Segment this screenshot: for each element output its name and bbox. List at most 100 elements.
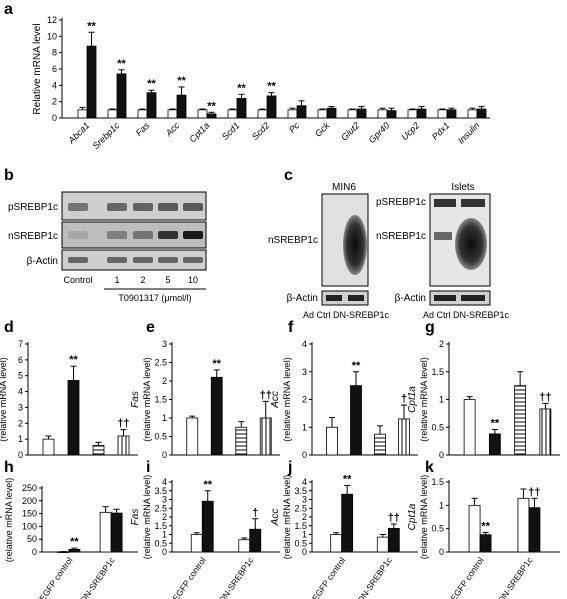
blot-c-islets-pband-1 <box>434 199 456 207</box>
chart-a-y-label: Relative mRNA level <box>32 23 43 114</box>
chart-a-bar-Pdx1-2 <box>446 109 457 119</box>
chart-k-y-tick-label: 1.5 <box>431 477 444 487</box>
chart-d-bar-3 <box>92 445 105 456</box>
chart-f-y-tick-label: 0 <box>302 450 307 460</box>
chart-e: 0 0.5 1 1.5 2 2.5 3 Fas (relative mRNA level) ** †… <box>130 339 280 460</box>
chart-f-significance: ** <box>352 360 361 372</box>
chart-a-y-tick-label: 10 <box>47 31 57 41</box>
chart-g-y-tick-label: 0.5 <box>431 422 444 432</box>
blot-b-band-r3-l5 <box>183 257 203 263</box>
chart-f-bar-4 <box>398 418 410 456</box>
chart-a-bar-Ucp2-2 <box>416 108 427 119</box>
chart-e-significance: ** <box>212 358 221 370</box>
chart-j-y-tick-label: 2.5 <box>294 503 307 513</box>
chart-k-y-label-gene: Cpt1a <box>407 503 418 530</box>
chart-f-y-label-unit: (relative mRNA level) <box>282 357 292 442</box>
chart-a: 0 2 4 6 8 10 12 Relative mRNA level ** Abca1 ** Sre… <box>32 15 490 151</box>
panel-label-f: f <box>288 319 294 336</box>
blot-b-lane-1: 1 <box>114 275 119 285</box>
chart-a-bar-Insulin-2 <box>476 108 487 119</box>
chart-a-significance: ** <box>237 82 246 94</box>
panel-c-blot: MIN6 Islets nSREBP1c β-Actin Ad Ctrl DN-… <box>268 182 510 320</box>
chart-a-x-label-Gck: Gck <box>313 120 332 139</box>
chart-a-y-tick-label: 12 <box>47 15 57 25</box>
chart-k-bar-2 <box>479 534 492 553</box>
blot-c-islets-actin <box>429 290 491 306</box>
chart-h-y-tick-label: 0 <box>32 547 37 557</box>
chart-h-y-tick-label: 50 <box>27 534 37 544</box>
chart-a-significance: ** <box>267 81 276 93</box>
chart-a-significance: ** <box>147 78 156 90</box>
blot-c-min6-actin-band-1 <box>326 295 342 301</box>
chart-i-y-tick-label: 0 <box>162 547 167 557</box>
blot-c-islets-label-actin: β-Actin <box>395 293 426 304</box>
chart-f-significance: † <box>401 393 407 405</box>
chart-a-bar-Scd2-1 <box>257 109 268 119</box>
chart-h-group-label: DN-SREBP1c <box>78 555 117 599</box>
blot-b-band-r2-l4 <box>158 231 178 239</box>
chart-i-y-tick-label: 0.5 <box>154 538 167 548</box>
chart-e-y-tick-label: 3 <box>162 339 167 349</box>
blot-b-band-r2-l2 <box>107 231 127 239</box>
chart-d-y-tick-label: 7 <box>18 339 23 349</box>
chart-f-y-tick-label: 4 <box>302 339 307 349</box>
chart-k-group-label: DN-SREBP1c <box>496 555 535 599</box>
blot-c-min6-actin-band-2 <box>348 295 364 301</box>
blot-b-band-r2-l3 <box>133 231 153 239</box>
panel-label-i: i <box>146 459 150 476</box>
blot-b-lane-5: 5 <box>165 275 170 285</box>
chart-k-y-label-unit: (relative mRNA level) <box>419 475 429 560</box>
chart-h-y-label-gene: Srebp1c <box>0 501 3 538</box>
blot-b-band-r1-l3 <box>133 203 153 211</box>
chart-e-y-tick-label: 2.5 <box>154 358 167 368</box>
chart-e-significance: †† <box>260 389 272 401</box>
panel-label-b: b <box>4 167 14 184</box>
chart-d: 01234567Srebp1c(relative mRNA level)**†† <box>0 339 138 460</box>
blot-b-lane-control: Control <box>63 275 92 285</box>
chart-a-bar-Gpr40-1 <box>377 109 388 119</box>
chart-e-y-tick-label: 1.5 <box>154 395 167 405</box>
chart-a-x-label-Scd1: Scd1 <box>220 120 242 142</box>
blot-c-min6-band <box>343 215 367 275</box>
chart-g-y-label-unit: (relative mRNA level) <box>419 357 429 442</box>
chart-a-bar-Scd2-2 <box>266 95 277 119</box>
chart-g-y-label-gene: Cpt1a <box>407 386 418 413</box>
chart-f-y-tick-label: 1 <box>302 422 307 432</box>
chart-h-group-label: EGFP control <box>37 555 74 599</box>
chart-e-bar-1 <box>186 417 199 456</box>
chart-a-x-label-Gpr40: Gpr40 <box>367 120 392 145</box>
chart-a-x-label-Cpt1a: Cpt1a <box>187 120 211 144</box>
chart-g-y-tick-label: 0 <box>439 450 444 460</box>
chart-a-bar-Pdx1-1 <box>437 109 448 119</box>
chart-d-y-label-unit: (relative mRNA level) <box>0 357 8 442</box>
chart-i-y-label-gene: Fas <box>130 509 141 526</box>
blot-c-islets-pband-2 <box>461 199 485 207</box>
blot-c-islets-actin-band-2 <box>461 295 485 301</box>
blot-b-band-r1-l5 <box>183 203 203 211</box>
chart-d-bar-1 <box>42 438 55 456</box>
panel-label-c: c <box>284 167 293 184</box>
chart-k-y-tick-label: 0.5 <box>431 524 444 534</box>
chart-i-bar-2 <box>201 500 214 553</box>
chart-g-significance: ** <box>491 417 500 429</box>
chart-g-bar-1 <box>463 399 476 456</box>
blot-c-min6-label-nsrebp1c: nSREBP1c <box>268 235 318 246</box>
chart-a-bar-Scd1-1 <box>227 109 238 119</box>
chart-j-bar-4 <box>387 527 400 553</box>
chart-j-y-tick-label: 4 <box>302 477 307 487</box>
chart-h-y-label-unit: (relative mRNA level) <box>4 478 14 563</box>
chart-g-bar-2 <box>488 433 501 456</box>
chart-i-bar-4 <box>249 528 262 553</box>
panel-label-d: d <box>4 319 14 336</box>
chart-g-bar-4 <box>539 408 552 456</box>
blot-b-label-nsrebp1c: nSREBP1c <box>8 231 58 242</box>
chart-k-significance: ** <box>481 520 490 532</box>
chart-a-bar-Gck-2 <box>326 107 337 119</box>
blot-b-label-psrebp1c: pSREBP1c <box>8 202 58 213</box>
chart-i-bar-1 <box>190 534 203 553</box>
blot-c-islets-label-psrebp1c: pSREBP1c <box>376 197 426 208</box>
panel-label-k: k <box>425 459 434 476</box>
chart-j-bar-2 <box>341 493 354 553</box>
